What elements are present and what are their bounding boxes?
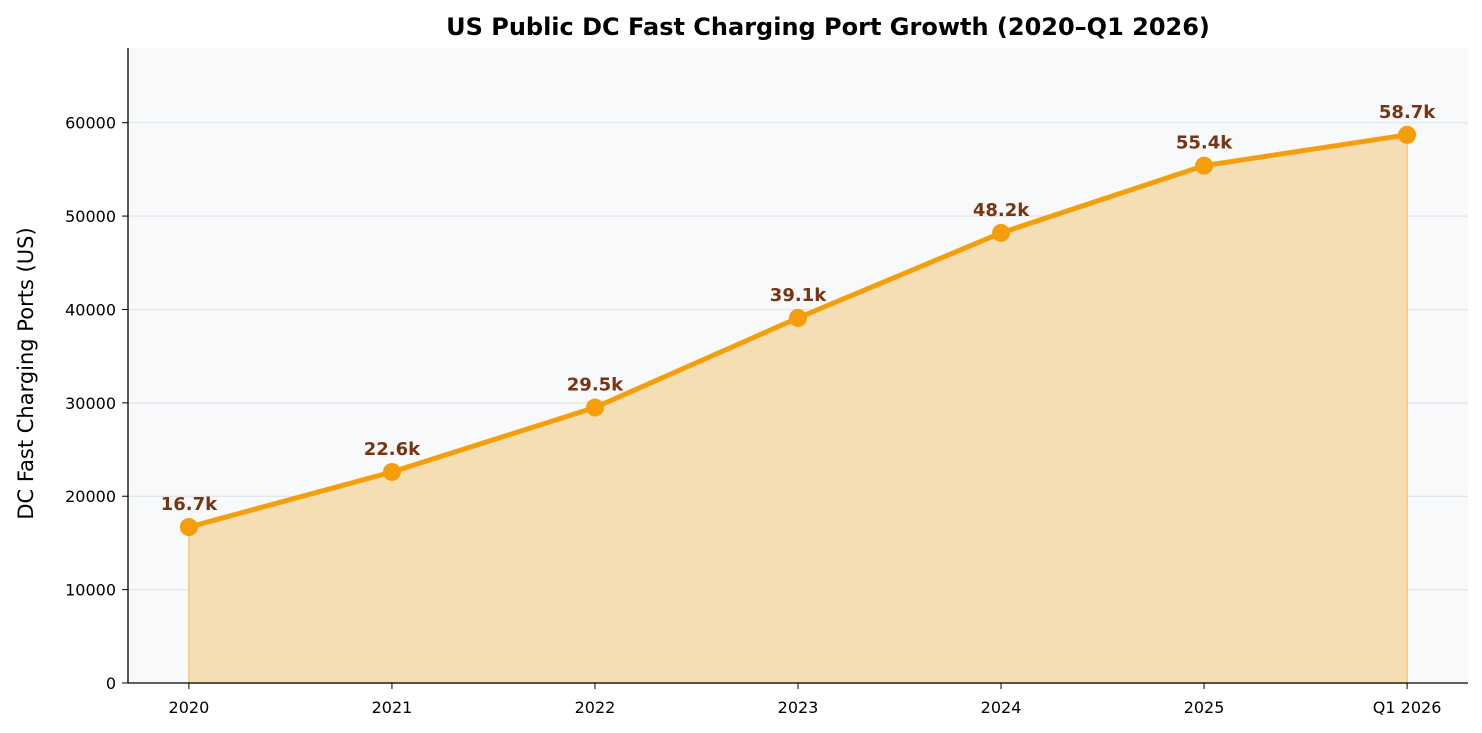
y-tick-label: 60000	[65, 114, 116, 133]
data-point	[1398, 125, 1417, 144]
data-label: 29.5k	[567, 375, 624, 396]
y-tick-label: 40000	[65, 300, 116, 319]
data-point	[992, 223, 1011, 242]
y-axis-label: DC Fast Charging Ports (US)	[14, 227, 38, 519]
x-tick-label: 2024	[981, 698, 1022, 717]
y-tick-label: 20000	[65, 487, 116, 506]
y-tick-label: 0	[106, 674, 116, 693]
y-tick-label: 30000	[65, 394, 116, 413]
data-label: 48.2k	[973, 200, 1030, 221]
data-point	[585, 398, 604, 417]
data-point	[382, 462, 401, 481]
y-tick-label: 50000	[65, 207, 116, 226]
x-tick-label: 2021	[372, 698, 413, 717]
y-tick-label: 10000	[65, 581, 116, 600]
data-label: 58.7k	[1379, 102, 1436, 123]
data-label: 39.1k	[770, 285, 827, 306]
data-point	[789, 308, 807, 327]
x-tick-label: 2020	[169, 698, 210, 717]
x-tick-label: Q1 2026	[1373, 698, 1442, 717]
data-label: 22.6k	[364, 439, 421, 460]
x-tick-label: 2022	[575, 698, 616, 717]
data-point	[1195, 156, 1214, 175]
data-label: 55.4k	[1176, 133, 1233, 154]
x-tick-label: 2023	[778, 698, 819, 717]
data-point	[179, 518, 198, 537]
x-tick-label: 2025	[1184, 698, 1225, 717]
chart-title: US Public DC Fast Charging Port Growth (…	[446, 13, 1210, 41]
data-label: 16.7k	[161, 494, 218, 515]
